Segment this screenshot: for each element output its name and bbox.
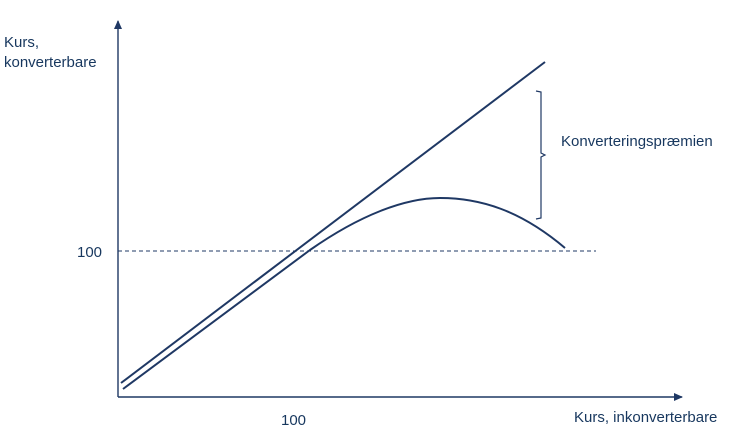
y-tick-label-100: 100 bbox=[77, 244, 102, 261]
premium-label: Konverteringspræmien bbox=[561, 133, 713, 150]
conversion-value-line bbox=[120, 61, 546, 384]
y-axis-label-line2: konverterbare bbox=[4, 54, 97, 71]
y-axis-label-line1: Kurs, bbox=[4, 34, 39, 51]
convertible-price-curve bbox=[122, 196, 566, 390]
premium-brace bbox=[535, 90, 547, 220]
x-tick-label-100: 100 bbox=[281, 412, 306, 429]
x-axis-label: Kurs, inkonverterbare bbox=[574, 409, 717, 426]
